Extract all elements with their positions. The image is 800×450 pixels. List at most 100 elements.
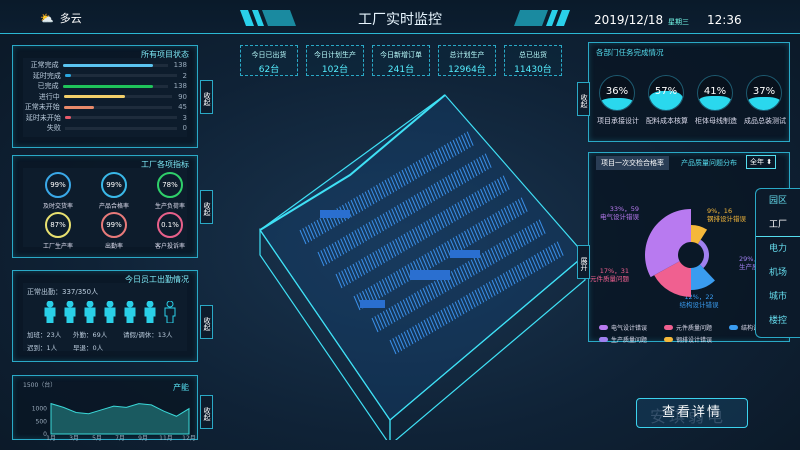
rack-line xyxy=(424,254,432,269)
rack-line xyxy=(458,136,466,151)
rack-line xyxy=(479,254,487,269)
gauge-value: 37% xyxy=(752,86,776,97)
rack-line xyxy=(517,199,525,214)
rack-line xyxy=(395,238,402,254)
metric-label: 客户投诉率 xyxy=(154,243,185,250)
rack-line xyxy=(501,241,509,256)
rack-line xyxy=(481,155,489,170)
rack-line xyxy=(469,227,477,242)
panel-title: 工厂各项指标 xyxy=(141,160,189,169)
nav-item-3[interactable]: 机场 xyxy=(768,268,787,278)
legend-item[interactable]: 钢排设计错误 xyxy=(664,335,712,344)
rack-line xyxy=(472,225,480,241)
metric-value: 78% xyxy=(162,181,178,189)
rack-line xyxy=(429,218,436,234)
rack-line xyxy=(497,178,504,194)
rack-line xyxy=(328,245,336,260)
y-axis-unit: 1500（台） xyxy=(23,382,57,389)
legend-item[interactable]: 元件质量问题 xyxy=(664,323,712,332)
status-label: 正常未开始 xyxy=(24,103,60,111)
rack-line xyxy=(396,205,404,220)
rack-line xyxy=(378,248,385,264)
status-row: 正常未开始 45 xyxy=(23,102,187,112)
rack-line xyxy=(483,219,491,234)
rack-line xyxy=(391,208,399,223)
collapse-button[interactable]: 收起 xyxy=(200,395,213,429)
factory-3d-model[interactable] xyxy=(180,80,600,440)
status-label: 失败 xyxy=(46,124,61,132)
rack-line xyxy=(440,212,448,227)
collapse-button[interactable]: 收起 xyxy=(200,190,213,224)
rack-line xyxy=(470,259,478,274)
rack-line xyxy=(356,196,364,211)
collapse-button[interactable]: 收起 xyxy=(200,305,213,339)
nav-item-2[interactable]: 电力 xyxy=(768,244,787,254)
status-bar-track xyxy=(64,126,177,130)
status-row: 延时未开始 3 xyxy=(23,113,187,123)
view-details-button[interactable]: 查看详情 xyxy=(636,398,748,428)
rack-line xyxy=(505,271,513,286)
rack-line xyxy=(384,277,392,292)
rack-line xyxy=(428,186,435,202)
rack-line xyxy=(496,244,504,259)
period-select[interactable]: 全年 ⬍ xyxy=(746,155,777,169)
legend-label: 生产质量问题 xyxy=(611,337,648,344)
weather-text: 多云 xyxy=(59,12,82,25)
metric-ring: 87% xyxy=(45,212,71,238)
rack-line xyxy=(374,218,382,233)
slice-value-label: 9%，16 xyxy=(707,207,732,215)
status-bar-fill xyxy=(64,116,71,119)
rack-line xyxy=(407,166,415,181)
rack-line xyxy=(556,241,564,256)
panel-title: 各部门任务完成情况 xyxy=(596,48,664,57)
status-bar-fill xyxy=(64,74,71,77)
rack-line xyxy=(471,193,479,209)
rack-line xyxy=(398,171,406,186)
rack-line xyxy=(484,251,492,266)
metric-ring: 78% xyxy=(157,172,183,198)
rack-line xyxy=(401,267,409,282)
dept-tasks-panel: 各部门任务完成情况 36% 项目承接设计 57% 配料成本核算 41% 柜体母线制造 37%… xyxy=(588,42,790,142)
rack-line xyxy=(410,164,417,180)
rack-line xyxy=(440,309,448,325)
rack-line xyxy=(409,328,417,343)
rack-line xyxy=(455,138,463,153)
rack-line xyxy=(448,207,456,222)
rack-line xyxy=(418,159,426,175)
tab-quality-distribution[interactable]: 产品质量问题分布 xyxy=(681,159,737,167)
nav-item-5[interactable]: 楼控 xyxy=(768,316,787,326)
tab-first-pass-rate[interactable]: 项目一次交检合格率 xyxy=(596,156,669,170)
expand-button[interactable]: 展开 xyxy=(577,245,590,279)
rack-line xyxy=(473,160,481,175)
weather: ⛅ 多云 xyxy=(40,10,82,26)
rack-line xyxy=(533,222,540,238)
legend-item[interactable]: 电气设计错误 xyxy=(599,323,647,332)
metric-label: 出勤率 xyxy=(104,243,123,250)
rack-line xyxy=(358,260,366,275)
rack-line xyxy=(490,247,498,263)
status-bar-track xyxy=(62,63,168,67)
status-bar-fill xyxy=(62,63,154,67)
nav-item-0[interactable]: 园区 xyxy=(768,196,787,206)
status-bar-fill xyxy=(63,95,125,98)
nav-item-4[interactable]: 城市 xyxy=(768,292,787,302)
capacity-area-chart: 1000 500 01月 3月 5月 7月 9月 11月 12月 xyxy=(32,402,196,441)
stat-value: 102台 xyxy=(321,65,349,75)
legend-swatch xyxy=(599,337,608,342)
person-present-icon xyxy=(144,301,156,323)
collapse-button[interactable]: 收起 xyxy=(200,80,213,114)
legend-item[interactable]: 生产质量问题 xyxy=(599,335,647,344)
rack-line xyxy=(441,146,449,161)
rack-line xyxy=(403,331,411,346)
rack-line xyxy=(416,193,424,208)
rack-line xyxy=(504,239,512,254)
rack-line xyxy=(353,295,361,311)
rack-line xyxy=(338,272,346,287)
capacity-area xyxy=(50,402,190,435)
rack-line xyxy=(446,306,454,321)
nav-item-1[interactable]: 工厂 xyxy=(756,213,800,237)
rack-line xyxy=(491,279,499,295)
rack-line xyxy=(499,242,506,258)
rack-line xyxy=(299,229,307,245)
collapse-button[interactable]: 收起 xyxy=(577,82,590,116)
